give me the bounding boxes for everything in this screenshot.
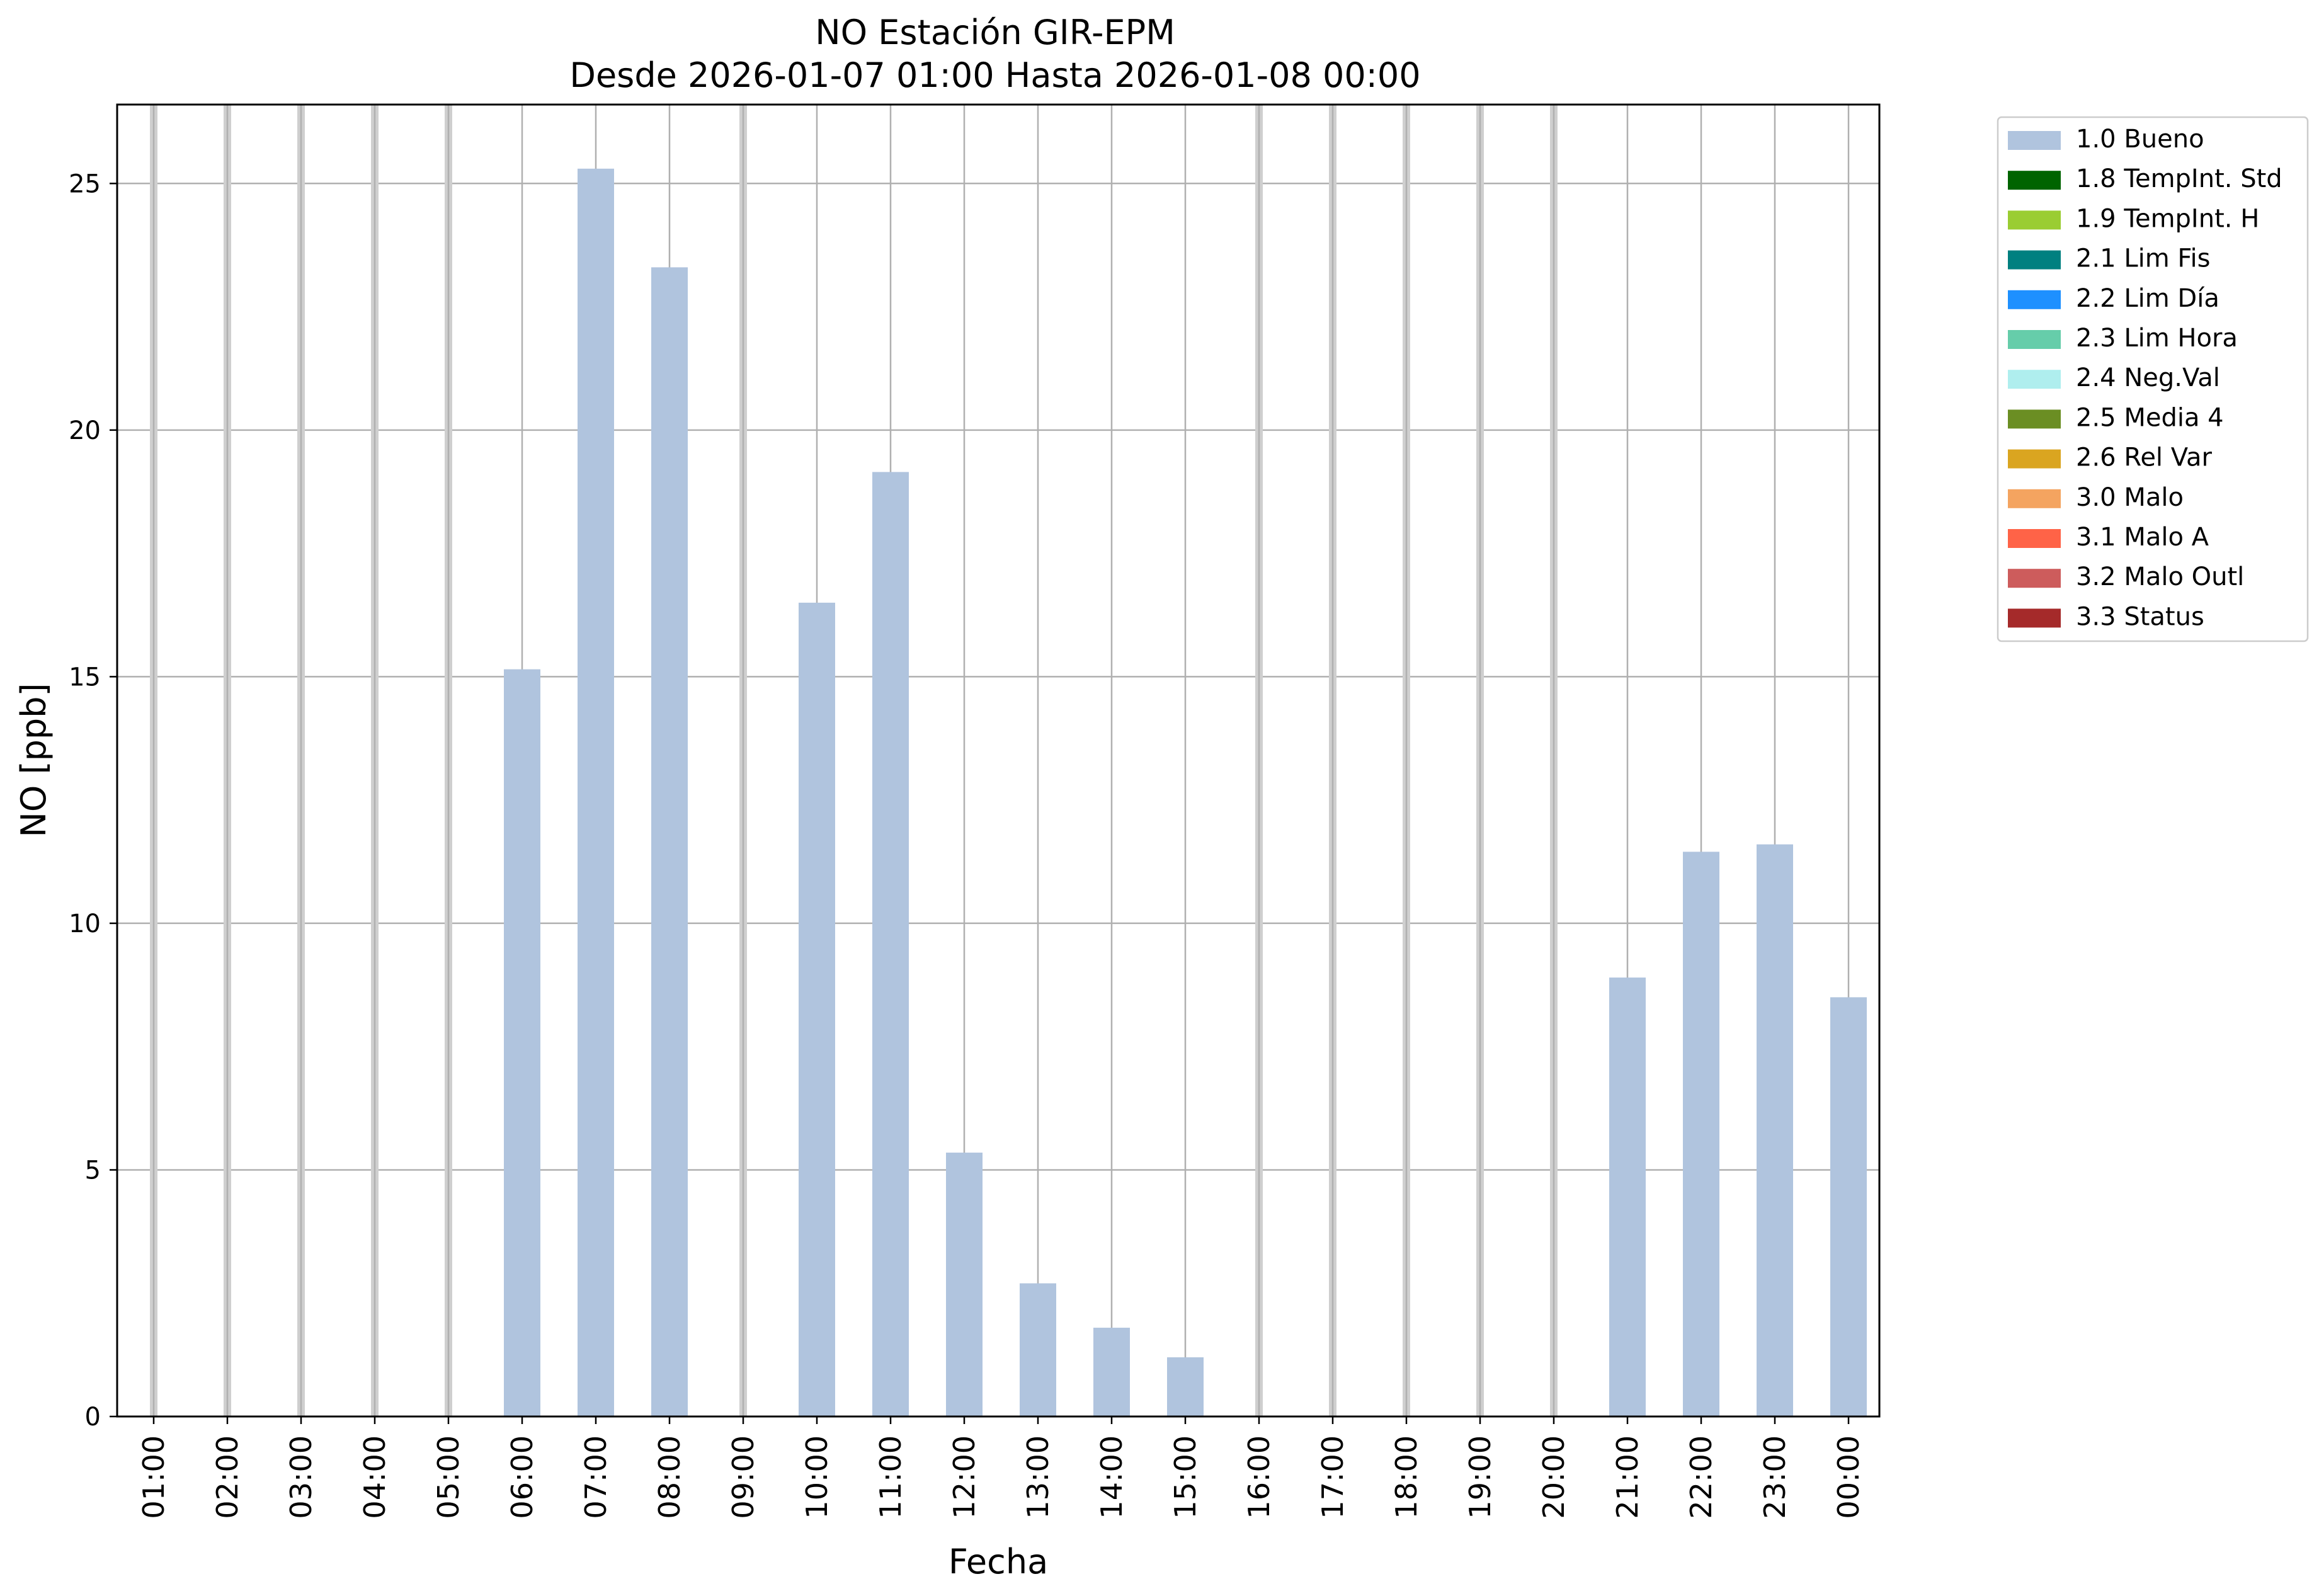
legend-swatch: [2008, 529, 2061, 548]
y-axis-label: NO [ppb]: [14, 683, 54, 837]
x-tick-label: 08:00: [652, 1435, 687, 1519]
x-tick-label: 20:00: [1537, 1435, 1571, 1519]
bar: [1167, 1357, 1204, 1416]
legend-swatch: [2008, 250, 2061, 270]
x-tick-label: 23:00: [1758, 1435, 1792, 1519]
x-tick-label: 16:00: [1242, 1435, 1276, 1519]
grid: [117, 105, 1879, 1416]
bar: [946, 1153, 983, 1416]
legend: 1.0 Bueno 1.8 TempInt. Std 1.9 TempInt. H 2…: [1997, 116, 2309, 642]
legend-swatch: [2008, 210, 2061, 230]
bar: [799, 602, 835, 1416]
x-tick-label: 05:00: [431, 1435, 465, 1519]
legend-label: 2.2 Lim Día: [2076, 284, 2219, 313]
x-axis-label: Fecha: [949, 1542, 1048, 1582]
legend-box: [1997, 116, 2309, 642]
x-tick-label: 18:00: [1389, 1435, 1423, 1519]
x-tick-label: 09:00: [726, 1435, 760, 1519]
legend-swatch: [2008, 370, 2061, 389]
x-tick-label: 19:00: [1463, 1435, 1497, 1519]
bar: [578, 168, 614, 1416]
bars: [504, 168, 1867, 1417]
y-tick-label: 0: [85, 1403, 101, 1432]
x-tick-label: 07:00: [579, 1435, 613, 1519]
legend-label: 2.5 Media 4: [2076, 403, 2224, 432]
legend-label: 3.0 Malo: [2076, 483, 2184, 512]
x-tick-label: 13:00: [1021, 1435, 1055, 1519]
x-tick-label: 02:00: [210, 1435, 244, 1519]
legend-label: 3.3 Status: [2076, 602, 2204, 631]
legend-label: 1.9 TempInt. H: [2076, 204, 2259, 233]
x-tick-label: 06:00: [505, 1435, 539, 1519]
legend-swatch: [2008, 608, 2061, 628]
legend-label: 2.6 Rel Var: [2076, 443, 2213, 472]
x-tick-label: 17:00: [1316, 1435, 1350, 1519]
legend-swatch: [2008, 131, 2061, 150]
legend-label: 2.4 Neg.Val: [2076, 363, 2220, 392]
y-axis: 0 5 10 15 20 25: [69, 169, 117, 1432]
x-tick-label: 01:00: [137, 1435, 171, 1519]
x-axis: 01:00 02:00 03:00 04:00 05:00 06:00 07:00 08:00…: [137, 1416, 1866, 1519]
plot-frame: [116, 103, 1881, 1418]
bar: [504, 669, 540, 1416]
legend-swatch: [2008, 489, 2061, 508]
legend-label: 3.1 Malo A: [2076, 523, 2209, 552]
legend-swatch: [2008, 290, 2061, 309]
y-tick-label: 5: [85, 1156, 101, 1185]
y-tick-label: 20: [69, 416, 101, 445]
x-tick-label: 21:00: [1610, 1435, 1644, 1519]
legend-swatch: [2008, 409, 2061, 429]
x-tick-label: 04:00: [358, 1435, 392, 1519]
legend-swatch: [2008, 330, 2061, 349]
x-tick-label: 14:00: [1095, 1435, 1129, 1519]
chart-title: NO Estación GIR-EPM: [815, 13, 1175, 52]
bar: [1683, 852, 1719, 1416]
x-tick-label: 10:00: [800, 1435, 834, 1519]
bar: [1020, 1283, 1056, 1416]
x-tick-label: 03:00: [284, 1435, 318, 1519]
bar: [1757, 844, 1793, 1416]
legend-swatch: [2008, 171, 2061, 190]
bar: [651, 267, 688, 1417]
bar: [872, 472, 909, 1416]
chart-subtitle: Desde 2026-01-07 01:00 Hasta 2026-01-08 …: [569, 55, 1420, 95]
y-tick-label: 25: [69, 169, 101, 198]
legend-swatch: [2008, 449, 2061, 469]
x-tick-label: 15:00: [1168, 1435, 1202, 1519]
legend-label: 2.1 Lim Fis: [2076, 244, 2210, 273]
x-tick-label: 00:00: [1832, 1435, 1866, 1519]
x-tick-label: 22:00: [1684, 1435, 1718, 1519]
x-tick-label: 12:00: [947, 1435, 981, 1519]
y-tick-label: 10: [69, 909, 101, 938]
y-tick-label: 15: [69, 663, 101, 692]
legend-label: 1.8 TempInt. Std: [2076, 164, 2282, 193]
legend-label: 1.0 Bueno: [2076, 125, 2204, 154]
legend-swatch: [2008, 569, 2061, 588]
bar: [1609, 978, 1646, 1416]
x-tick-label: 11:00: [874, 1435, 908, 1519]
bar: [1093, 1328, 1130, 1416]
bar: [1830, 997, 1867, 1416]
legend-label: 2.3 Lim Hora: [2076, 324, 2238, 353]
legend-label: 3.2 Malo Outl: [2076, 562, 2244, 591]
